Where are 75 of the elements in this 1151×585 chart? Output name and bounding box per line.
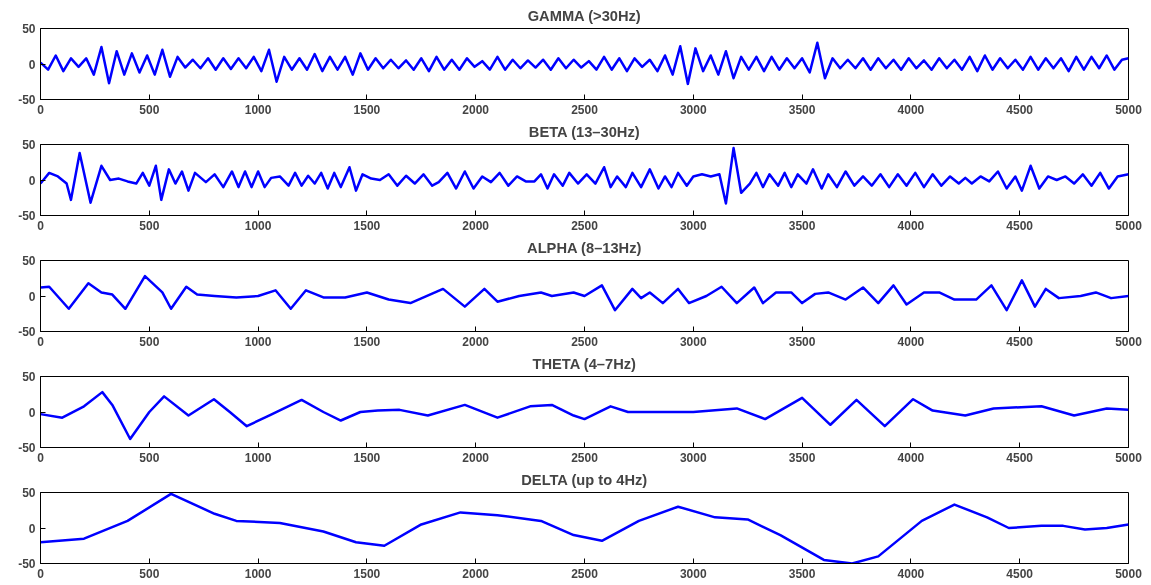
x-tick-label: 2500 bbox=[571, 450, 599, 465]
x-tick-label: 5000 bbox=[1115, 566, 1143, 581]
y-tick-label: 0 bbox=[28, 289, 36, 304]
x-tick-label: 4500 bbox=[1006, 450, 1034, 465]
x-tick-label: 3500 bbox=[788, 566, 816, 581]
x-tick-label: 2000 bbox=[462, 566, 490, 581]
chart-title: THETA (4–7Hz) bbox=[532, 355, 637, 372]
x-tick-label: 1000 bbox=[244, 334, 272, 349]
x-tick-label: 500 bbox=[139, 334, 160, 349]
x-tick-label: 3500 bbox=[788, 450, 816, 465]
y-tick-label: 50 bbox=[22, 254, 36, 268]
x-tick-label: 1000 bbox=[244, 450, 272, 465]
x-tick-label: 5000 bbox=[1115, 334, 1143, 349]
x-tick-label: 2000 bbox=[462, 334, 490, 349]
x-tick-label: 2500 bbox=[571, 218, 599, 233]
y-tick-label: -50 bbox=[18, 441, 36, 455]
x-tick-label: 1000 bbox=[244, 102, 272, 117]
y-tick-label: 50 bbox=[22, 138, 36, 152]
x-tick-label: 500 bbox=[139, 102, 160, 117]
x-tick-label: 4500 bbox=[1006, 218, 1034, 233]
x-tick-label: 1000 bbox=[244, 218, 272, 233]
chart-title: BETA (13–30Hz) bbox=[528, 123, 640, 140]
y-tick-label: 0 bbox=[28, 173, 36, 188]
x-tick-label: 2500 bbox=[571, 566, 599, 581]
x-tick-label: 4500 bbox=[1006, 102, 1034, 117]
x-tick-label: 3500 bbox=[788, 102, 816, 117]
x-tick-label: 3000 bbox=[679, 334, 707, 349]
chart-title: DELTA (up to 4Hz) bbox=[521, 471, 648, 488]
y-tick-label: 50 bbox=[22, 486, 36, 500]
y-tick-label: 50 bbox=[22, 370, 36, 384]
x-tick-label: 1000 bbox=[244, 566, 272, 581]
x-tick-label: 3000 bbox=[679, 566, 707, 581]
x-tick-label: 2000 bbox=[462, 218, 490, 233]
x-tick-label: 1500 bbox=[353, 102, 381, 117]
x-tick-label: 3000 bbox=[679, 218, 707, 233]
line-series bbox=[40, 390, 1129, 441]
x-tick-label: 2500 bbox=[571, 334, 599, 349]
x-tick-label: 4500 bbox=[1006, 334, 1034, 349]
y-tick-label: 50 bbox=[22, 22, 36, 36]
x-tick-label: 2000 bbox=[462, 450, 490, 465]
x-tick-label: 4000 bbox=[897, 218, 925, 233]
y-tick-label: 0 bbox=[28, 405, 36, 420]
x-tick-label: 3500 bbox=[788, 218, 816, 233]
x-tick-label: 2500 bbox=[571, 102, 599, 117]
line-series bbox=[40, 274, 1129, 312]
x-tick-label: 4500 bbox=[1006, 566, 1034, 581]
line-series bbox=[40, 41, 1129, 86]
x-tick-label: 3500 bbox=[788, 334, 816, 349]
line-series bbox=[40, 492, 1129, 564]
y-tick-label: -50 bbox=[18, 93, 36, 107]
x-tick-label: 5000 bbox=[1115, 218, 1143, 233]
x-tick-label: 5000 bbox=[1115, 102, 1143, 117]
x-tick-label: 1500 bbox=[353, 566, 381, 581]
x-tick-label: 4000 bbox=[897, 566, 925, 581]
chart-title: ALPHA (8–13Hz) bbox=[527, 239, 642, 256]
x-tick-label: 3000 bbox=[679, 450, 707, 465]
x-tick-label: 3000 bbox=[679, 102, 707, 117]
y-tick-label: 0 bbox=[28, 521, 36, 536]
x-tick-label: 1500 bbox=[353, 334, 381, 349]
chart-title: GAMMA (>30Hz) bbox=[527, 7, 641, 24]
x-tick-label: 4000 bbox=[897, 334, 925, 349]
y-tick-label: -50 bbox=[18, 325, 36, 339]
x-tick-label: 4000 bbox=[897, 450, 925, 465]
x-tick-label: 5000 bbox=[1115, 450, 1143, 465]
x-tick-label: 500 bbox=[139, 218, 160, 233]
x-tick-label: 2000 bbox=[462, 102, 490, 117]
y-tick-label: -50 bbox=[18, 557, 36, 571]
y-tick-label: 0 bbox=[28, 57, 36, 72]
x-tick-label: 1500 bbox=[353, 218, 381, 233]
x-tick-label: 1500 bbox=[353, 450, 381, 465]
x-tick-label: 4000 bbox=[897, 102, 925, 117]
y-tick-label: -50 bbox=[18, 209, 36, 223]
x-tick-label: 500 bbox=[139, 566, 160, 581]
x-tick-label: 500 bbox=[139, 450, 160, 465]
line-series bbox=[40, 146, 1129, 205]
